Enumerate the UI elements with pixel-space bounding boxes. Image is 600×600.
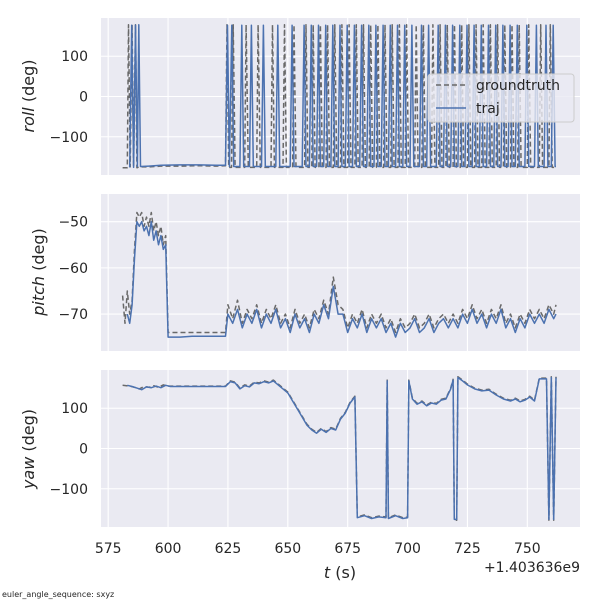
x-tick-labels: 575 600 625 650 675 700 725 750 xyxy=(95,541,541,557)
x-tick-label: 675 xyxy=(334,541,361,557)
roll-y-tick-label: −100 xyxy=(50,130,88,146)
pitch-panel: −50 −60 −70 pitch (deg) xyxy=(29,194,580,351)
x-axis-label: t (s) xyxy=(324,563,356,582)
roll-y-tick-labels: 100 0 −100 xyxy=(50,49,88,146)
footnote: euler_angle_sequence: sxyz xyxy=(2,590,114,599)
yaw-y-tick-labels: 100 0 −100 xyxy=(50,401,88,498)
yaw-y-tick-label: −100 xyxy=(50,482,88,498)
yaw-grid xyxy=(101,370,580,527)
x-tick-label: 725 xyxy=(454,541,481,557)
x-tick-label: 750 xyxy=(514,541,541,557)
yaw-series-layer xyxy=(122,376,557,521)
legend: groundtruth traj xyxy=(427,73,575,123)
x-tick-label: 650 xyxy=(274,541,301,557)
roll-y-axis-label: roll (deg) xyxy=(19,60,38,133)
x-tick-label: 600 xyxy=(155,541,182,557)
legend-box xyxy=(427,73,575,123)
pitch-y-tick-label: −50 xyxy=(58,215,88,231)
x-tick-label: 700 xyxy=(394,541,421,557)
pitch-y-tick-label: −60 xyxy=(58,261,88,277)
yaw-y-tick-label: 0 xyxy=(79,442,88,458)
pitch-y-tick-labels: −50 −60 −70 xyxy=(58,215,88,323)
pitch-traj-line xyxy=(126,220,557,338)
x-tick-label: 575 xyxy=(95,541,122,557)
x-offset-text: +1.403636e9 xyxy=(484,560,580,576)
yaw-groundtruth-line xyxy=(122,376,557,521)
roll-y-tick-label: 100 xyxy=(61,49,88,65)
pitch-y-axis-label: pitch (deg) xyxy=(29,228,48,317)
yaw-panel: 100 0 −100 yaw (deg) xyxy=(19,370,580,527)
roll-panel: 100 0 −100 roll (deg) groundtruth traj xyxy=(19,18,580,175)
legend-groundtruth-label: groundtruth xyxy=(476,78,560,94)
yaw-y-axis-label: yaw (deg) xyxy=(19,409,38,490)
x-tick-label: 625 xyxy=(215,541,242,557)
yaw-y-tick-label: 100 xyxy=(61,401,88,417)
pitch-panel-background xyxy=(101,194,580,351)
legend-traj-label: traj xyxy=(476,101,500,117)
pitch-series-layer xyxy=(121,211,557,338)
pitch-y-tick-label: −70 xyxy=(58,307,88,323)
roll-y-tick-label: 0 xyxy=(79,90,88,106)
pitch-groundtruth-line xyxy=(121,211,557,334)
yaw-traj-line xyxy=(127,376,557,521)
